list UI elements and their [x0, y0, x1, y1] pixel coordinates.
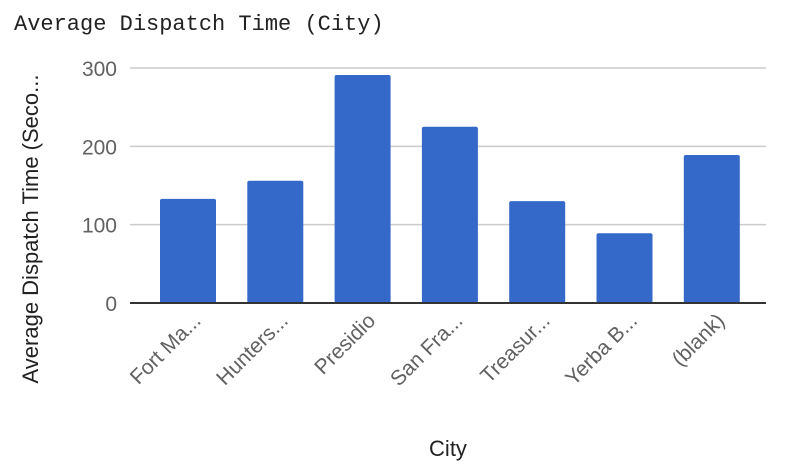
bar — [160, 198, 216, 303]
x-tick-label: Yerba B... — [561, 309, 642, 390]
x-tick-label: Hunters... — [212, 309, 293, 390]
y-axis-ticks: 0 100 200 300 — [82, 58, 117, 316]
bar — [509, 201, 566, 303]
y-tick-label: 300 — [82, 58, 117, 81]
x-tick-label: Presidio — [310, 309, 380, 379]
bar — [421, 126, 478, 303]
bar — [334, 75, 391, 303]
y-tick-label: 100 — [82, 215, 117, 238]
x-tick-label: San Fra... — [386, 309, 467, 390]
y-tick-label: 0 — [105, 293, 117, 316]
chart-title: Average Dispatch Time (City) — [14, 12, 384, 37]
x-tick-label: Fort Ma... — [126, 309, 206, 389]
x-tick-label: (blank) — [668, 309, 730, 371]
bars — [160, 75, 740, 303]
y-axis-title: Average Dispatch Time (Seco... — [18, 75, 43, 384]
y-tick-label: 200 — [82, 136, 117, 159]
bar — [247, 180, 304, 303]
x-axis-title: City — [429, 436, 467, 461]
bar — [596, 233, 653, 303]
x-tick-label: Treasur... — [476, 309, 554, 387]
x-axis-ticks: Fort Ma... Hunters... Presidio San Fra... Tr… — [126, 309, 730, 390]
bar — [683, 154, 740, 303]
